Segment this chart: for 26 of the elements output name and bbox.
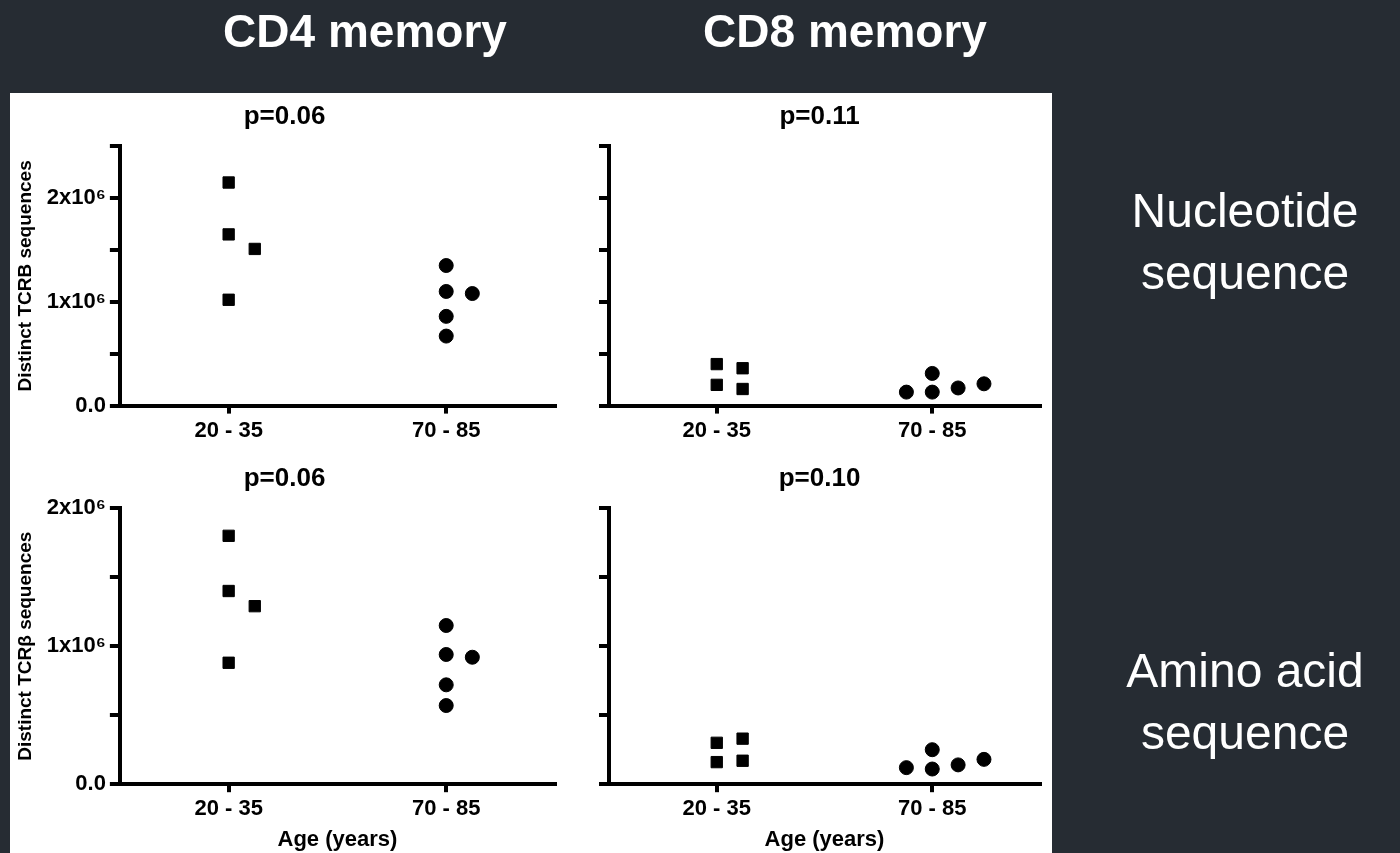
- chart-title: p=0.06: [243, 461, 326, 492]
- x-tick-label: 70 - 85: [411, 416, 481, 442]
- x-axis-title: Age (years): [277, 825, 398, 851]
- text: CD8 memory: [702, 4, 988, 58]
- x-tick-label: 70 - 85: [898, 416, 967, 442]
- y-axis-title: Distinct TCRβ sequences: [13, 531, 35, 761]
- y-tick-label: 0.0: [75, 391, 106, 417]
- y-tick-label: 1x10⁶: [46, 287, 106, 313]
- y-tick-label: 0.0: [75, 770, 106, 796]
- y-tick-label: 2x10⁶: [46, 494, 106, 520]
- y-axis-title: Distinct TCRB sequences: [13, 160, 35, 392]
- x-tick-label: 20 - 35: [194, 416, 263, 442]
- y-tick-label: 1x10⁶: [46, 632, 106, 658]
- chart-title: p=0.10: [778, 461, 861, 492]
- text: Amino acid sequence: [1125, 643, 1365, 762]
- x-tick-label: 70 - 85: [898, 795, 967, 821]
- x-tick-label: 20 - 35: [194, 795, 263, 821]
- chart-title: p=0.11: [779, 99, 860, 130]
- x-tick-label: 20 - 35: [682, 416, 751, 442]
- y-tick-label: 2x10⁶: [46, 184, 106, 210]
- x-tick-label: 20 - 35: [682, 795, 751, 821]
- text: CD4 memory: [222, 4, 508, 58]
- text: Nucleotide sequence: [1130, 183, 1360, 302]
- x-axis-title: Age (years): [764, 825, 885, 851]
- x-tick-label: 70 - 85: [411, 795, 481, 821]
- chart-title: p=0.06: [243, 99, 326, 130]
